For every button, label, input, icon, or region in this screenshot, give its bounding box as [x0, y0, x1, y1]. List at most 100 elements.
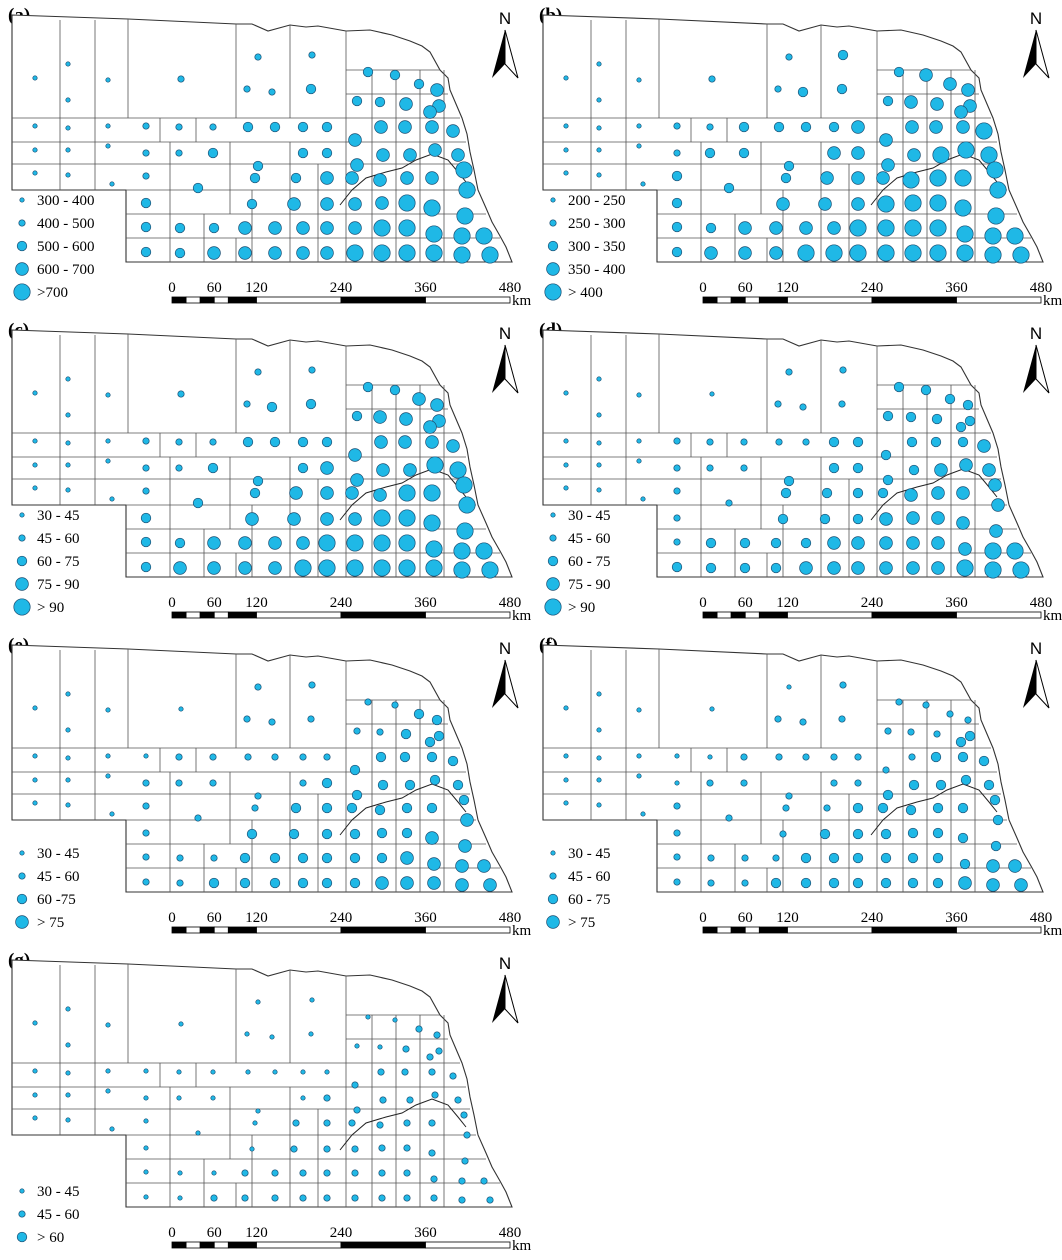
county-symbol	[294, 559, 312, 577]
county-symbol	[321, 147, 333, 159]
county-symbol	[725, 814, 733, 822]
county-symbol	[297, 462, 309, 474]
county-symbol	[238, 221, 252, 235]
county-symbol	[299, 753, 307, 761]
county-symbol	[830, 753, 838, 761]
county-symbol	[245, 1069, 251, 1075]
county-symbol	[428, 1119, 436, 1127]
county-symbol	[378, 1169, 386, 1177]
county-symbol	[349, 764, 361, 776]
county-symbol	[403, 148, 417, 162]
nebraska-map	[542, 14, 1044, 264]
county-symbol	[904, 95, 918, 109]
county-symbol	[377, 1044, 383, 1050]
county-symbol	[774, 715, 782, 723]
county-symbol	[321, 877, 333, 889]
county-symbol	[296, 246, 310, 260]
county-symbol	[930, 436, 942, 448]
county-symbol	[175, 464, 183, 472]
county-symbol	[430, 83, 444, 97]
county-symbol	[65, 376, 71, 382]
legend: 30 - 45 45 - 60 60 -75 > 75	[15, 846, 80, 931]
legend-label: >700	[37, 285, 68, 301]
county-symbol	[818, 197, 832, 211]
county-symbol	[906, 436, 918, 448]
legend-label: > 60	[37, 1230, 64, 1246]
county-symbol	[828, 852, 840, 864]
county-symbol	[398, 194, 416, 212]
county-symbol	[307, 715, 315, 723]
scale-tick-label: 480	[499, 910, 522, 926]
county-symbol	[449, 461, 467, 479]
county-symbol	[977, 439, 991, 453]
county-symbol	[944, 393, 956, 405]
county-symbol	[241, 1169, 249, 1177]
county-symbol	[425, 831, 439, 845]
county-symbol	[563, 438, 569, 444]
county-symbol	[827, 536, 841, 550]
county-symbol	[902, 171, 920, 189]
county-symbol	[320, 221, 334, 235]
county-symbol	[708, 75, 716, 83]
north-label: N	[499, 9, 511, 28]
county-symbol	[673, 878, 681, 886]
county-symbol	[245, 512, 259, 526]
county-symbol	[673, 514, 681, 522]
scale-tick-label: 0	[699, 910, 707, 926]
county-symbol	[827, 146, 841, 160]
county-symbol	[32, 123, 38, 129]
north-label: N	[499, 324, 511, 343]
county-symbol	[983, 779, 995, 791]
county-symbol	[173, 561, 187, 575]
county-symbol	[142, 779, 150, 787]
county-symbol	[318, 559, 336, 577]
county-symbol	[321, 828, 333, 840]
legend-symbol	[547, 893, 559, 905]
county-symbol	[704, 147, 716, 159]
scale-tick-label: 60	[207, 280, 222, 296]
county-symbol	[299, 779, 307, 787]
county-symbol	[879, 561, 893, 575]
county-symbol	[984, 227, 1002, 245]
north-arrow-icon: N	[492, 639, 519, 709]
county-symbol	[674, 780, 680, 786]
county-symbol	[828, 121, 840, 133]
county-symbol	[821, 487, 833, 499]
county-symbol	[932, 146, 950, 164]
county-symbol	[452, 779, 464, 791]
county-symbol	[958, 542, 972, 556]
county-symbol	[800, 537, 812, 549]
scale-tick-label: 120	[245, 1225, 268, 1241]
county-symbol	[348, 1119, 356, 1127]
county-symbol	[919, 68, 933, 82]
county-symbol	[636, 123, 642, 129]
legend-label: 45 - 60	[568, 869, 611, 885]
county-symbol	[454, 1096, 462, 1104]
scale-tick-label: 0	[699, 280, 707, 296]
county-symbol	[174, 222, 186, 234]
county-symbol	[400, 851, 414, 865]
county-symbol	[305, 398, 317, 410]
county-symbol	[882, 95, 894, 107]
county-symbol	[268, 536, 282, 550]
county-symbol	[446, 124, 460, 138]
legend-label: > 75	[568, 915, 595, 931]
county-symbol	[175, 149, 183, 157]
county-symbol	[32, 462, 38, 468]
county-symbol	[707, 754, 713, 760]
county-symbol	[673, 487, 681, 495]
county-symbol	[986, 859, 1000, 873]
county-symbol	[481, 246, 499, 264]
county-symbol	[563, 485, 569, 491]
county-symbol	[140, 197, 152, 209]
county-symbol	[320, 197, 334, 211]
county-symbol	[802, 438, 810, 446]
county-symbol	[143, 1095, 149, 1101]
county-symbol	[563, 753, 569, 759]
county-symbol	[175, 123, 183, 131]
legend-label: 600 - 700	[37, 262, 95, 278]
county-symbol	[211, 1170, 217, 1176]
